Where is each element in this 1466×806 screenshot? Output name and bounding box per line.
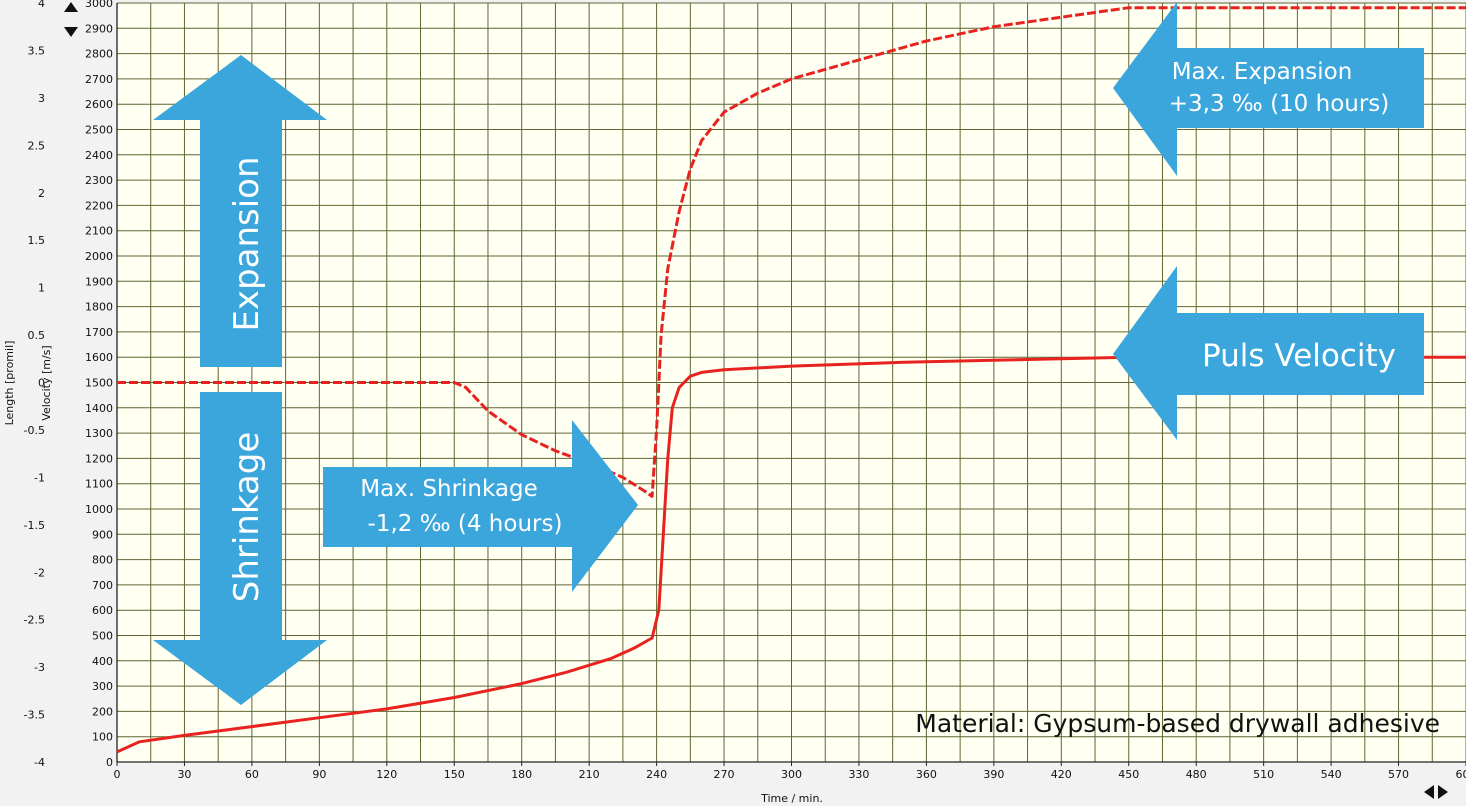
scroll-up-icon[interactable] [64,2,78,12]
velocity-tick-label: 1600 [85,351,113,364]
velocity-tick-label: 100 [92,731,113,744]
material-note: Material: Gypsum-based drywall adhesive [915,709,1440,738]
velocity-tick-label: 0 [106,756,113,769]
velocity-tick-label: 900 [92,528,113,541]
velocity-tick-label: 700 [92,579,113,592]
length-series-line [117,6,1466,498]
velocity-tick-label: 3000 [85,0,113,10]
length-tick-label: -4 [34,756,45,769]
length-tick-label: 0 [38,377,45,390]
length-axis-ticks: 4 3.5 3 2.5 2 1.5 1 0.5 0 -0.5 -1 -1.5 -2 -2.5 -3 -3.5 -… [24,0,45,769]
length-tick-label: 2.5 [28,139,46,152]
x-tick-label: 420 [1051,768,1072,781]
velocity-tick-label: 600 [92,604,113,617]
max-shrinkage-line1: Max. Shrinkage [360,476,538,502]
velocity-tick-label: 2500 [85,124,113,137]
puls-velocity-label: Puls Velocity [1202,338,1396,374]
velocity-tick-label: 500 [92,630,113,643]
x-tick-label: 30 [177,768,191,781]
length-tick-label: -1.5 [24,519,45,532]
length-tick-label: -3.5 [24,709,45,722]
length-tick-label: 1.5 [28,234,46,247]
length-tick-label: 0.5 [28,329,46,342]
x-tick-label: 210 [579,768,600,781]
velocity-series-line [116,355,1466,754]
velocity-tick-label: 2100 [85,225,113,238]
velocity-tick-label: 1200 [85,452,113,465]
velocity-tick-label: 2800 [85,48,113,61]
velocity-tick-label: 1000 [85,503,113,516]
x-axis-ticks: 0 30 60 90 120 150 180 210 240 270 300 330 360 390 420… [114,762,1466,781]
velocity-tick-label: 2000 [85,250,113,263]
length-tick-label: -1 [34,471,45,484]
velocity-tick-label: 2600 [85,98,113,111]
velocity-tick-label: 1700 [85,326,113,339]
length-tick-label: -0.5 [24,424,45,437]
x-tick-label: 450 [1118,768,1139,781]
x-tick-label: 240 [646,768,667,781]
expansion-label: Expansion [227,156,267,331]
shrinkage-label: Shrinkage [227,432,267,603]
x-tick-label: 540 [1321,768,1342,781]
velocity-tick-label: 1900 [85,275,113,288]
x-tick-label: 480 [1186,768,1207,781]
x-tick-label: 330 [848,768,869,781]
length-tick-label: -2 [34,566,45,579]
length-tick-label: -3 [34,661,45,674]
velocity-tick-label: 300 [92,680,113,693]
x-tick-label: 270 [714,768,735,781]
length-tick-label: -2.5 [24,614,45,627]
velocity-tick-label: 1400 [85,402,113,415]
velocity-tick-label: 2300 [85,174,113,187]
puls-velocity-arrow-icon [1113,266,1424,440]
velocity-tick-label: 400 [92,655,113,668]
x-tick-label: 300 [781,768,802,781]
max-expansion-arrow-icon [1113,2,1424,176]
scroll-down-icon[interactable] [64,27,78,37]
velocity-tick-label: 2700 [85,73,113,86]
x-tick-label: 600 [1456,768,1466,781]
velocity-tick-label: 2900 [85,22,113,35]
velocity-tick-label: 1100 [85,478,113,491]
x-axis-title: Time / min. [760,792,823,805]
length-tick-label: 3.5 [28,44,46,57]
x-tick-label: 390 [983,768,1004,781]
series-group [116,6,1466,754]
velocity-tick-label: 1800 [85,301,113,314]
max-shrinkage-line2: -1,2 ‰ (4 hours) [368,511,563,537]
x-tick-label: 510 [1253,768,1274,781]
velocity-tick-label: 200 [92,705,113,718]
length-tick-label: 1 [38,282,45,295]
velocity-tick-label: 1300 [85,427,113,440]
expansion-arrow-icon [153,55,327,367]
length-tick-label: 4 [38,0,45,10]
shrinkage-arrow-icon [153,392,327,705]
x-tick-label: 180 [511,768,532,781]
scroll-right-icon[interactable] [1438,785,1448,799]
length-tick-label: 3 [38,92,45,105]
velocity-tick-label: 2400 [85,149,113,162]
x-tick-label: 360 [916,768,937,781]
velocity-tick-label: 2200 [85,199,113,212]
scroll-left-icon[interactable] [1424,785,1434,799]
velocity-tick-label: 1500 [85,377,113,390]
x-tick-label: 150 [444,768,465,781]
velocity-axis-ticks: 3000290028002700260025002400230022002100… [85,0,113,769]
velocity-tick-label: 800 [92,554,113,567]
max-shrinkage-arrow-icon [323,420,638,592]
max-expansion-line1: Max. Expansion [1172,59,1353,85]
x-tick-label: 90 [312,768,326,781]
max-expansion-line2: +3,3 ‰ (10 hours) [1169,91,1390,117]
length-tick-label: 2 [38,187,45,200]
x-tick-label: 60 [245,768,259,781]
length-axis-title: Length [promil] [3,341,16,426]
x-tick-label: 570 [1388,768,1409,781]
velocity-axis-title: Velocity [m/s] [40,345,53,420]
x-tick-label: 120 [376,768,397,781]
x-tick-label: 0 [114,768,121,781]
